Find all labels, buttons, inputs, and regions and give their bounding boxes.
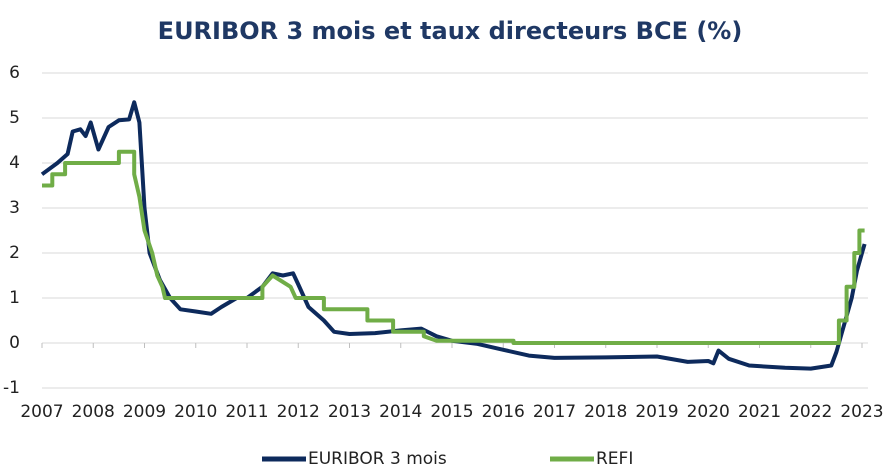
x-tick-label: 2014 — [379, 402, 422, 422]
x-tick-label: 2008 — [72, 402, 115, 422]
y-tick-label: 5 — [9, 108, 20, 128]
y-tick-label: 4 — [9, 153, 20, 173]
x-tick-label: 2019 — [635, 402, 678, 422]
legend-label: EURIBOR 3 mois — [308, 449, 447, 469]
x-tick-label: 2012 — [277, 402, 320, 422]
series-line — [40, 100, 867, 371]
x-tick-label: 2021 — [738, 402, 781, 422]
y-tick-label: 1 — [9, 288, 20, 308]
x-tick-label: 2010 — [174, 402, 217, 422]
y-tick-label: 0 — [9, 333, 20, 353]
y-tick-label: 2 — [9, 243, 20, 263]
legend-label: REFI — [596, 449, 633, 469]
x-tick-label: 2013 — [328, 402, 371, 422]
x-tick-label: 2011 — [225, 402, 268, 422]
x-tick-label: 2017 — [533, 402, 576, 422]
series-line — [42, 149, 865, 345]
y-tick-label: 3 — [9, 198, 20, 218]
x-tick-label: 2020 — [687, 402, 730, 422]
x-tick-label: 2007 — [20, 402, 63, 422]
y-tick-label: -1 — [3, 378, 20, 398]
y-tick-label: 6 — [9, 63, 20, 83]
x-tick-label: 2016 — [482, 402, 525, 422]
x-tick-label: 2009 — [123, 402, 166, 422]
x-tick-label: 2023 — [840, 402, 883, 422]
x-tick-label: 2018 — [584, 402, 627, 422]
x-tick-label: 2022 — [789, 402, 832, 422]
x-tick-label: 2015 — [430, 402, 473, 422]
chart-title: EURIBOR 3 mois et taux directeurs BCE (%… — [158, 17, 743, 45]
